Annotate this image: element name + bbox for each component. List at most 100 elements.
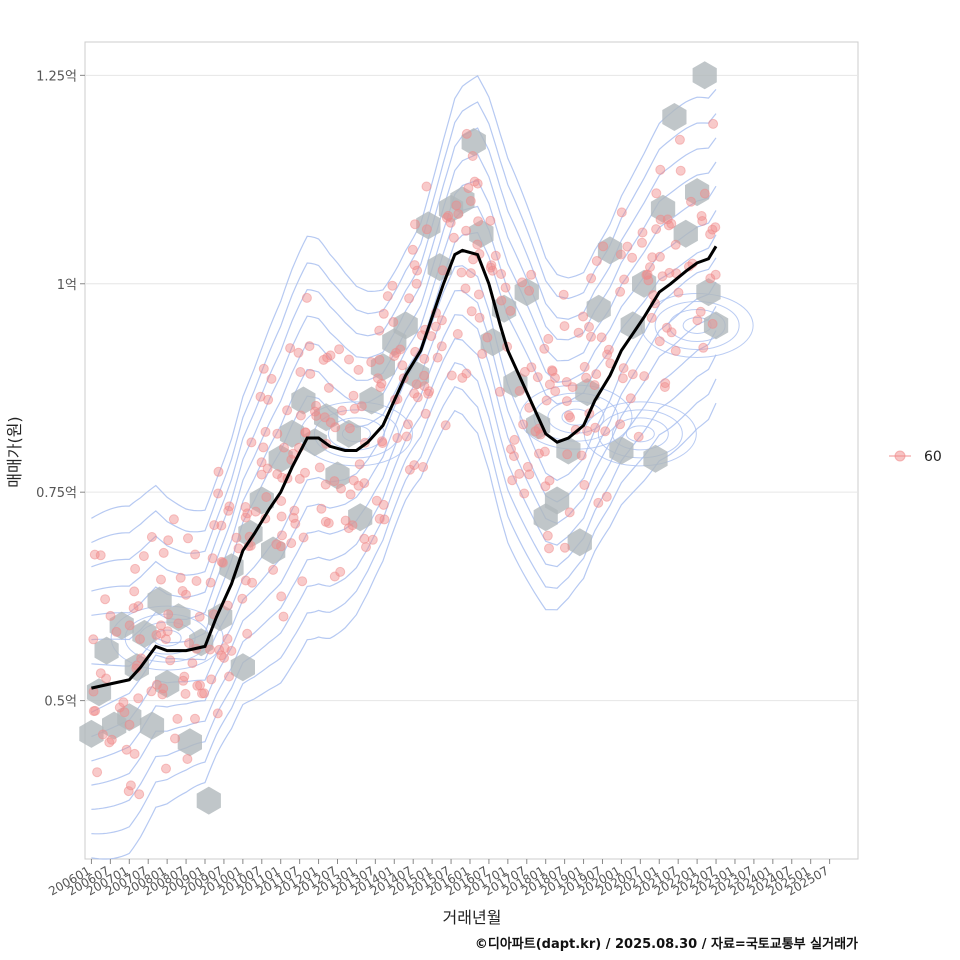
scatter-point — [586, 273, 597, 284]
hexbin — [291, 386, 316, 415]
scatter-point — [565, 412, 576, 423]
scatter-point — [472, 239, 483, 250]
scatter-point — [482, 332, 493, 343]
scatter-point — [622, 241, 633, 252]
scatter-point — [388, 317, 399, 327]
caption: ©디아파트(dapt.kr) / 2025.08.30 / 자료=국토교통부 실… — [475, 936, 858, 952]
scatter-point — [675, 165, 686, 176]
hexbin — [336, 419, 361, 448]
scatter-point — [293, 347, 304, 358]
density-contour-peak — [611, 417, 669, 451]
scatter-point — [294, 473, 305, 484]
scatter-point — [337, 405, 347, 416]
scatter-point — [423, 388, 434, 399]
scatter-point — [692, 315, 703, 326]
scatter-point — [615, 286, 626, 297]
y-axis-ticks: 0.5억 0.75억 1억 1.25억 — [36, 69, 85, 710]
scatter-point — [378, 499, 389, 510]
scatter-point — [205, 644, 215, 655]
scatter-point — [320, 479, 331, 490]
y-tick-label: 1억 — [57, 278, 77, 293]
scatter-point — [277, 530, 287, 541]
scatter-point — [421, 224, 432, 235]
scatter-point — [517, 277, 528, 288]
y-axis-title: 매매가(원) — [5, 416, 24, 487]
scatter-point — [348, 390, 359, 401]
scatter-point — [128, 603, 139, 614]
scatter-point — [473, 289, 484, 300]
hexbin — [109, 611, 134, 640]
scatter-point — [97, 729, 108, 740]
density-contour-peak — [625, 425, 655, 443]
scatter-point — [156, 628, 166, 639]
scatter-point — [698, 342, 709, 353]
scatter-point — [216, 556, 227, 567]
hexbin — [480, 328, 505, 357]
scatter-point — [500, 282, 511, 293]
hexbin — [567, 528, 592, 557]
scatter-point — [237, 593, 248, 604]
scatter-point — [526, 362, 537, 373]
scatter-point — [290, 518, 301, 529]
scatter-point — [573, 327, 584, 338]
scatter-point — [134, 789, 145, 800]
scatter-point — [389, 351, 400, 361]
y-tick-label: 0.75억 — [36, 486, 77, 501]
scatter-point — [627, 369, 638, 380]
scatter-point — [600, 426, 611, 437]
scatter-point — [177, 586, 188, 596]
scatter-point — [522, 461, 533, 472]
scatter-point — [461, 368, 472, 379]
scatter-point — [138, 551, 149, 562]
scatter-point — [88, 706, 99, 717]
hexbin — [279, 419, 305, 448]
scatter-point — [124, 719, 135, 730]
scatter-point — [561, 396, 572, 407]
scatter-point — [544, 543, 554, 554]
scatter-point — [558, 289, 569, 300]
scatter-point — [213, 466, 224, 477]
y-tick-label: 1.25억 — [36, 69, 77, 84]
hexbin — [139, 711, 165, 740]
scatter-point — [223, 505, 234, 516]
scatter-point — [146, 532, 157, 542]
scatter-point — [205, 577, 216, 588]
hexbin — [650, 194, 676, 223]
scatter-point — [256, 457, 267, 468]
density-contour — [91, 281, 717, 738]
scatter-point — [465, 196, 476, 206]
scatter-point — [591, 369, 602, 380]
density-contour-peak — [654, 300, 740, 350]
scatter-point — [121, 744, 132, 755]
hexbin — [79, 719, 104, 748]
scatter-point — [367, 534, 378, 545]
scatter-point — [696, 211, 707, 221]
scatter-point — [518, 419, 529, 430]
hexbin — [597, 236, 623, 265]
scatter-point — [617, 373, 628, 384]
hexbin — [620, 311, 645, 340]
scatter-point — [382, 291, 393, 302]
scatter-point — [547, 365, 557, 376]
scatter-point — [282, 405, 293, 416]
scatter-point — [598, 241, 609, 252]
hexbin — [461, 128, 486, 156]
scatter-point — [242, 628, 253, 639]
scatter-point — [582, 426, 593, 436]
scatter-point — [372, 373, 383, 384]
scatter-point — [319, 412, 330, 423]
scatter-point — [285, 343, 296, 354]
scatter-point — [509, 451, 519, 462]
scatter-point — [318, 354, 329, 365]
hexbin — [155, 669, 180, 698]
scatter-point — [374, 325, 385, 336]
scatter-point — [418, 462, 429, 472]
scatter-point — [432, 352, 443, 363]
scatter-point — [345, 489, 356, 500]
scatter-point — [263, 394, 274, 405]
hexbin — [544, 486, 570, 515]
scatter-point — [646, 312, 657, 323]
scatter-point — [452, 329, 463, 339]
scatter-point — [474, 312, 485, 323]
legend-key-point — [894, 450, 906, 462]
